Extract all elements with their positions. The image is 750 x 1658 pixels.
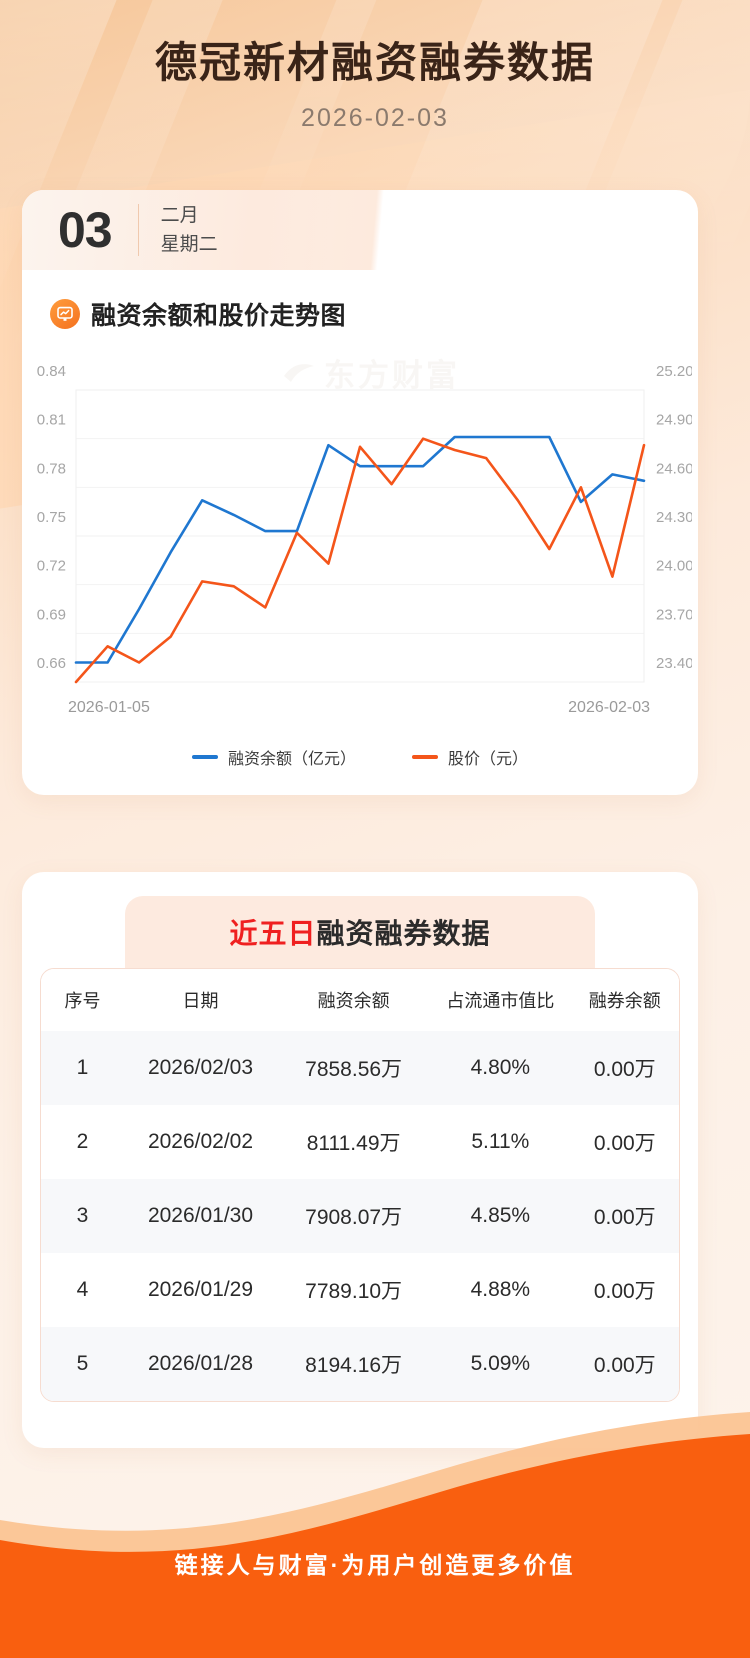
- legend-swatch-blue: [191, 755, 218, 759]
- page-title: 德冠新材融资融券数据: [154, 39, 595, 86]
- y-axis-left-tick: 0.69: [37, 606, 66, 623]
- table-body: 1 2026/02/03 7858.56万 4.80% 0.00万 2 2026/02/02…: [41, 1031, 679, 1401]
- legend-label-balance: 融资余额（亿元）: [227, 751, 356, 768]
- series-line-price: [74, 437, 646, 684]
- y-axis-left-tick: 0.75: [37, 509, 66, 526]
- col-header-balance: 融资余额: [277, 969, 431, 1031]
- cell-index: 1: [41, 1031, 124, 1105]
- date-month: 二月: [160, 204, 199, 226]
- col-header-short: 融券余额: [570, 969, 679, 1031]
- chart-legend: 融资余额（亿元） 股价（元）: [22, 735, 698, 795]
- date-month-weekday: 二月 星期二: [161, 201, 218, 260]
- date-day: 03: [58, 202, 113, 258]
- cell-pct: 5.11%: [471, 1130, 530, 1153]
- cell-date: 2026/01/29: [147, 1278, 254, 1301]
- cell-short: 0.00万: [570, 1031, 679, 1105]
- cell-balance: 8111.49万: [306, 1132, 401, 1155]
- cell-balance: 8194.16万: [277, 1327, 431, 1401]
- table-title-rest: 融资融券数据: [316, 918, 491, 949]
- y-axis-right-tick: 24.30: [656, 509, 692, 526]
- y-axis-left-tick: 0.81: [37, 412, 66, 429]
- y-axis-right-tick: 23.70: [656, 606, 692, 623]
- header-date: 2026-02-03: [301, 104, 449, 133]
- y-axis-right-tick: 25.20: [656, 363, 692, 380]
- date-strip: 03 二月 星期二: [22, 190, 698, 270]
- cell-balance: 7908.07万: [277, 1179, 431, 1253]
- page-header: 德冠新材融资融券数据 2026-02-03: [0, 0, 750, 133]
- cell-pct: 5.09%: [430, 1327, 571, 1401]
- table-row[interactable]: 4 2026/01/29 7789.10万 4.88% 0.00万: [41, 1253, 679, 1327]
- y-axis-left-tick: 0.84: [37, 363, 66, 380]
- table-row[interactable]: 3 2026/01/30 7908.07万 4.85% 0.00万: [41, 1179, 679, 1253]
- table-title-pill: 近五日融资融券数据: [125, 896, 595, 968]
- trend-chart: 0.84 25.20 0.81 24.90 0.78 24.60 0.75 24.30 0.72…: [37, 363, 694, 716]
- y-axis-left-tick: 0.78: [37, 460, 66, 477]
- cell-date: 2026/01/28: [123, 1327, 278, 1401]
- cell-index: 2: [76, 1130, 89, 1153]
- col-header-index: 序号: [41, 969, 124, 1031]
- legend-item-balance[interactable]: 融资余额（亿元）: [191, 745, 356, 769]
- chart-title: 融资余额和股价走势图: [91, 302, 347, 330]
- cell-short: 0.00万: [570, 1327, 679, 1401]
- y-axis-right-tick: 24.00: [656, 558, 692, 575]
- y-axis-right-tick: 24.60: [656, 460, 692, 477]
- cell-short: 0.00万: [593, 1132, 656, 1155]
- table-row[interactable]: 1 2026/02/03 7858.56万 4.80% 0.00万: [41, 1031, 679, 1105]
- chart-trend-icon: [50, 299, 80, 329]
- cell-pct: 4.80%: [430, 1031, 571, 1105]
- cell-index: 5: [41, 1327, 124, 1401]
- table-row[interactable]: 2 2026/02/02 8111.49万 5.11% 0.00万: [41, 1105, 679, 1179]
- table-title: 近五日融资融券数据: [229, 912, 490, 952]
- chart-header: 融资余额和股价走势图: [22, 270, 698, 334]
- table-head: 序号 日期 融资余额 占流通市值比 融券余额: [41, 969, 679, 1031]
- cell-balance: 7858.56万: [277, 1031, 431, 1105]
- cell-balance: 7789.10万: [305, 1280, 403, 1303]
- cell-date: 2026/02/03: [123, 1031, 278, 1105]
- y-axis-right-tick: 24.90: [656, 412, 692, 429]
- footer-slogan: 链接人与财富·为用户创造更多价值: [174, 1552, 576, 1578]
- col-header-date: 日期: [123, 969, 278, 1031]
- cell-short: 0.00万: [570, 1179, 679, 1253]
- series-line-balance: [74, 435, 646, 664]
- legend-label-price: 股价（元）: [448, 751, 529, 768]
- col-header-pct: 占流通市值比: [430, 969, 571, 1031]
- cell-index: 4: [76, 1278, 89, 1301]
- date-weekday: 星期二: [160, 234, 218, 255]
- cell-pct: 4.85%: [430, 1179, 571, 1253]
- table-box: 东方财富 序号 日期 融资余额 占流通市值比 融券余额 12026/02/037…: [40, 968, 680, 1402]
- margin-trading-table: 序号 日期 融资余额 占流通市值比 融券余额 1 2026/02/03 7858.5…: [41, 969, 679, 1401]
- cell-pct: 4.88%: [470, 1278, 531, 1301]
- cell-short: 0.00万: [593, 1280, 656, 1303]
- cell-date: 2026/02/02: [147, 1130, 254, 1153]
- footer-wave: [0, 1412, 750, 1658]
- chart-card: 03 二月 星期二 融资余额和股价走势图 东方财富 0.84 25.20 0.81 2…: [22, 190, 698, 795]
- y-axis-left-tick: 0.72: [37, 558, 66, 575]
- table-header-row: 序号 日期 融资余额 占流通市值比 融券余额: [41, 969, 679, 1031]
- legend-swatch-orange: [412, 755, 438, 759]
- date-divider: [137, 204, 139, 256]
- table-title-highlight: 近五日: [229, 918, 317, 949]
- table-card: 近五日融资融券数据 东方财富 序号 日期 融资余额 占流通市值比 融券余额 12…: [22, 872, 698, 1448]
- cell-date: 2026/01/30: [123, 1179, 278, 1253]
- legend-item-price[interactable]: 股价（元）: [412, 745, 528, 769]
- cell-index: 3: [41, 1179, 124, 1253]
- table-row[interactable]: 5 2026/01/28 8194.16万 5.09% 0.00万: [41, 1327, 679, 1401]
- chart-area: 东方财富 0.84 25.20 0.81 24.90 0.78 24.60 0.75 24.3…: [22, 334, 698, 735]
- y-axis-right-tick: 23.40: [656, 655, 692, 672]
- y-axis-left-tick: 0.66: [37, 655, 66, 672]
- x-axis-end-label: 2026-02-03: [568, 699, 650, 716]
- x-axis-start-label: 2026-01-05: [68, 699, 150, 716]
